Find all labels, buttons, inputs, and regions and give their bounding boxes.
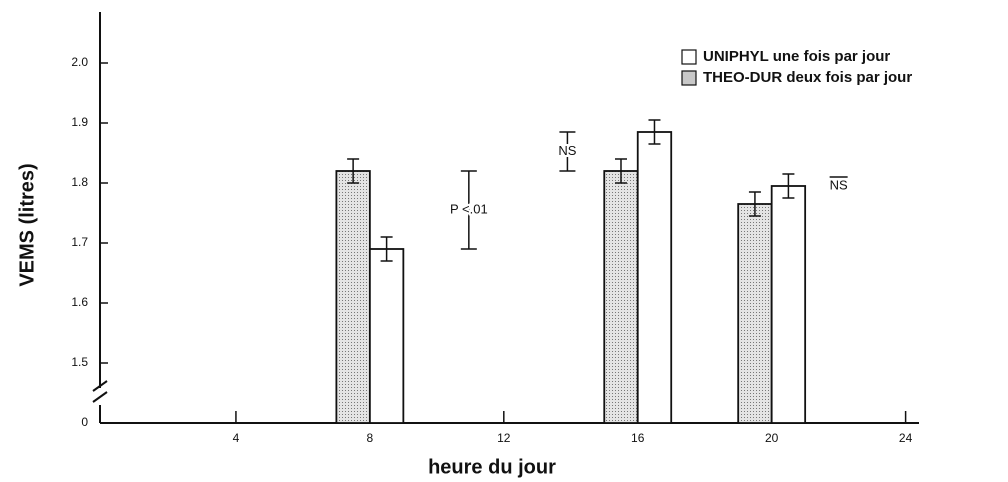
bar xyxy=(603,170,639,424)
y-tick-label: 0 xyxy=(81,415,88,429)
y-tick-label: 1.6 xyxy=(71,295,88,309)
legend-label: UNIPHYL une fois par jour xyxy=(703,48,890,65)
error-bar xyxy=(648,119,661,145)
y-tick-label: 1.7 xyxy=(71,235,88,249)
y-tick-label: 1.5 xyxy=(71,355,88,369)
annotation: NS xyxy=(558,143,576,158)
x-tick-label: 8 xyxy=(367,431,374,445)
legend-label: THEO-DUR deux fois par jour xyxy=(703,69,912,86)
bar xyxy=(737,203,773,424)
bracket xyxy=(559,131,576,172)
x-tick-label: 12 xyxy=(497,431,511,445)
y-tick-label: 1.8 xyxy=(71,175,88,189)
bracket xyxy=(460,170,477,250)
bar xyxy=(368,248,405,424)
x-axis-label: heure du jour xyxy=(428,456,556,478)
error-bar xyxy=(782,173,795,199)
x-tick-label: 4 xyxy=(233,431,240,445)
bar xyxy=(636,131,673,424)
x-tick-label: 16 xyxy=(631,431,645,445)
annotation: NS xyxy=(830,177,848,192)
legend-swatch xyxy=(681,70,697,86)
x-tick-label: 20 xyxy=(765,431,779,445)
annotation: P <.01 xyxy=(450,201,488,216)
error-bar xyxy=(347,158,360,184)
bar xyxy=(770,185,807,424)
x-tick-label: 24 xyxy=(899,431,913,445)
bar xyxy=(335,170,371,424)
error-bar xyxy=(748,191,761,217)
axis-break xyxy=(92,380,108,403)
y-tick-label: 2.0 xyxy=(71,55,88,69)
error-bar xyxy=(380,236,393,262)
y-axis-label: VEMS (litres) xyxy=(16,163,38,286)
error-bar xyxy=(614,158,627,184)
y-tick-label: 1.9 xyxy=(71,115,88,129)
legend-swatch xyxy=(681,49,697,65)
